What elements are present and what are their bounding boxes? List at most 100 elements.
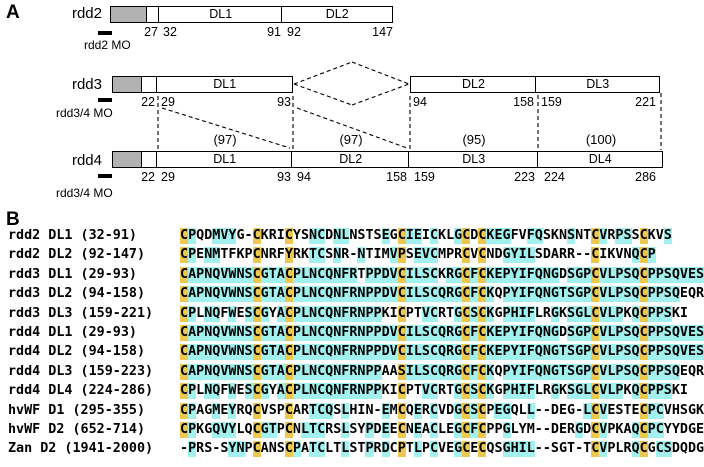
aa-residue: L bbox=[534, 305, 543, 321]
aa-residue: N bbox=[204, 325, 213, 341]
aa-residue: G bbox=[454, 422, 463, 438]
aa-residue: - bbox=[575, 247, 584, 263]
aa-residue: Y bbox=[228, 402, 237, 419]
dashed-homology-line bbox=[351, 61, 410, 85]
aa-residue: C bbox=[591, 325, 600, 341]
aa-residue: P bbox=[655, 383, 664, 400]
aa-residue: G bbox=[550, 286, 559, 303]
alignment-row-label: rdd4 DL2 (94-158) bbox=[8, 344, 146, 360]
aa-residue: N bbox=[309, 305, 318, 322]
aa-residue: Y bbox=[268, 383, 277, 399]
aa-residue: G bbox=[260, 286, 269, 303]
aa-residue: L bbox=[607, 305, 616, 322]
aa-residue: G bbox=[575, 305, 584, 322]
aa-residue: G bbox=[575, 363, 584, 380]
alignment-sequence: CPLNQFWESCGYACPLNCQNFRNPPKICPTVCRTGCSCKG… bbox=[180, 305, 688, 322]
aa-residue: S bbox=[542, 228, 551, 243]
aa-residue: C bbox=[639, 383, 648, 400]
aa-residue: C bbox=[591, 247, 600, 264]
aa-residue: T bbox=[405, 441, 414, 457]
aa-residue: P bbox=[647, 422, 656, 438]
aa-residue: G bbox=[575, 422, 584, 438]
aa-residue: E bbox=[446, 422, 455, 437]
aa-residue: G bbox=[696, 441, 704, 457]
aa-residue: D bbox=[550, 402, 559, 418]
aa-residue: N bbox=[357, 325, 366, 341]
aa-residue: T bbox=[220, 247, 229, 263]
aa-residue: E bbox=[631, 402, 640, 418]
aa-residue: Q bbox=[494, 286, 503, 302]
aa-residue: P bbox=[607, 441, 616, 457]
aa-residue: L bbox=[300, 266, 309, 283]
aa-residue: K bbox=[486, 305, 495, 322]
aa-residue: C bbox=[462, 286, 471, 303]
aa-residue: - bbox=[180, 441, 189, 457]
alignment-sequence: CPKGQVYLQCGTPCNLTCRSLSYPDEECNEACLEGCFCPP… bbox=[180, 422, 704, 438]
aa-residue: C bbox=[478, 325, 487, 341]
aa-residue: G bbox=[260, 325, 269, 341]
aa-residue: - bbox=[534, 402, 543, 418]
aa-residue: F bbox=[341, 286, 350, 303]
aa-residue: E bbox=[381, 228, 390, 244]
morpholino-label: rdd3/4 MO bbox=[56, 106, 113, 120]
aa-residue: - bbox=[583, 247, 592, 263]
aa-residue: V bbox=[421, 305, 430, 322]
aa-residue: L bbox=[325, 441, 334, 457]
aa-residue: P bbox=[292, 363, 301, 380]
aa-residue: N bbox=[309, 363, 318, 380]
residue-number: 221 bbox=[635, 95, 656, 109]
aa-residue: Q bbox=[438, 363, 447, 380]
aa-residue: Q bbox=[631, 363, 640, 380]
aa-residue: P bbox=[373, 344, 382, 361]
aa-residue: C bbox=[252, 266, 261, 283]
aa-residue: K bbox=[196, 422, 205, 437]
aa-residue: Y bbox=[510, 286, 519, 303]
aa-residue: A bbox=[196, 402, 205, 418]
aa-residue: S bbox=[679, 402, 688, 418]
aa-residue: G bbox=[260, 344, 269, 361]
aa-residue: C bbox=[284, 228, 293, 244]
aa-residue: P bbox=[196, 286, 205, 303]
residue-number: 159 bbox=[414, 170, 435, 184]
aa-residue: P bbox=[196, 266, 205, 283]
aa-residue: V bbox=[599, 383, 608, 400]
aa-residue: M bbox=[389, 402, 398, 418]
alignment-sequence: CPENMTFKPCNRFYRKTCSNR-NTIMVPSEVCMPRCVCND… bbox=[180, 247, 656, 264]
aa-residue: R bbox=[325, 422, 334, 437]
aa-residue: C bbox=[317, 422, 326, 438]
aa-residue: C bbox=[252, 325, 261, 341]
aa-residue: L bbox=[413, 286, 422, 303]
aa-residue: P bbox=[647, 305, 656, 322]
aa-residue: C bbox=[180, 402, 189, 419]
aa-residue: P bbox=[276, 422, 285, 437]
aa-residue: G bbox=[454, 305, 463, 322]
aa-residue: L bbox=[583, 383, 592, 400]
aa-residue: N bbox=[309, 325, 318, 341]
aa-residue: R bbox=[292, 247, 301, 263]
aa-residue: V bbox=[438, 441, 447, 457]
aa-residue: C bbox=[284, 383, 293, 400]
aa-residue: Q bbox=[631, 247, 640, 264]
aa-residue: - bbox=[542, 441, 551, 457]
aa-residue: P bbox=[365, 325, 374, 341]
aa-residue: I bbox=[276, 228, 285, 243]
aa-residue: R bbox=[567, 247, 576, 263]
aa-residue: I bbox=[518, 266, 527, 283]
aa-residue: N bbox=[542, 286, 551, 303]
aa-residue: I bbox=[421, 228, 430, 243]
aa-residue: R bbox=[446, 344, 455, 361]
aa-residue: S bbox=[421, 266, 430, 283]
aa-residue: C bbox=[284, 266, 293, 283]
aa-residue: E bbox=[470, 441, 479, 457]
aa-residue: S bbox=[333, 422, 342, 437]
aa-residue: P bbox=[373, 305, 382, 322]
aa-residue: V bbox=[438, 402, 447, 418]
aa-residue: P bbox=[615, 286, 624, 303]
aa-residue: N bbox=[357, 363, 366, 380]
aa-residue: D bbox=[381, 441, 390, 458]
aa-residue: F bbox=[526, 228, 535, 244]
aa-residue: Q bbox=[631, 441, 640, 458]
aa-residue: C bbox=[462, 402, 471, 419]
dashed-homology-line bbox=[351, 83, 410, 106]
aa-residue: P bbox=[655, 363, 664, 380]
